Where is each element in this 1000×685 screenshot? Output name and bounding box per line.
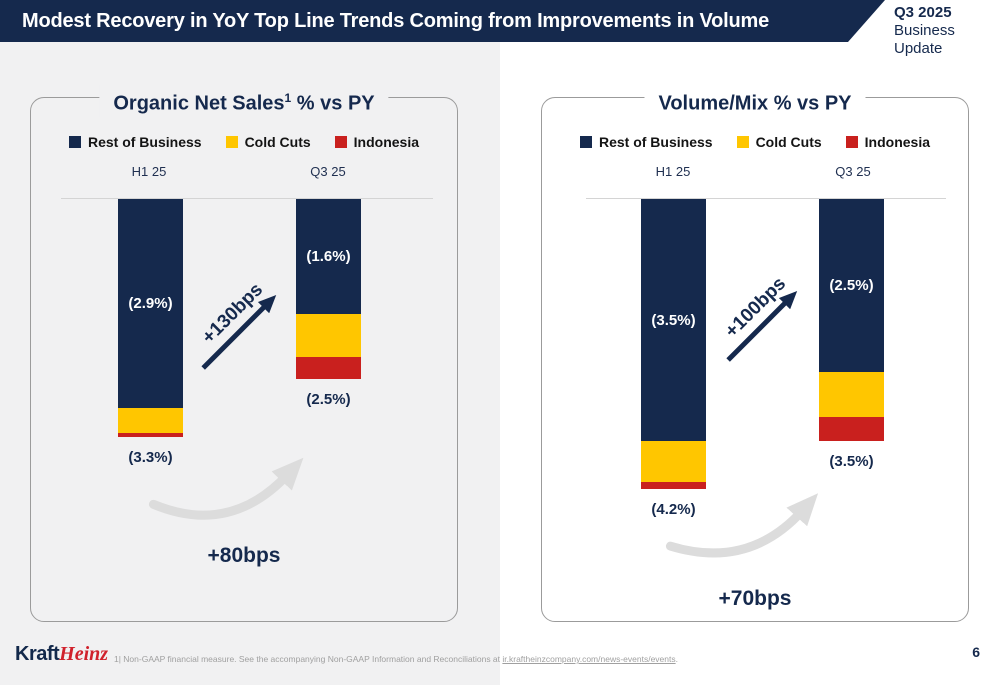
bar-segment-indonesia bbox=[118, 433, 183, 437]
bar-segment-cold-cuts bbox=[296, 314, 361, 357]
footnote-text: 1| Non-GAAP financial measure. See the a… bbox=[114, 654, 503, 664]
legend-label: Indonesia bbox=[864, 134, 931, 150]
category-label-h1-25: H1 25 bbox=[655, 164, 691, 179]
date-badge: Q3 2025 Business Update bbox=[894, 4, 1000, 58]
category-label-h1-25: H1 25 bbox=[131, 164, 167, 179]
bar-segment-cold-cuts bbox=[118, 408, 183, 433]
bar-segment-rest-of-business: (2.5%) bbox=[819, 199, 884, 372]
bar-segment-cold-cuts bbox=[819, 372, 884, 417]
red-swatch-icon bbox=[845, 136, 858, 148]
category-label-q3-25: Q3 25 bbox=[835, 164, 871, 179]
zero-axis-line bbox=[586, 198, 946, 199]
legend-label: Rest of Business bbox=[598, 134, 713, 150]
volume-mix-panel: Volume/Mix % vs PY Rest of Business Cold… bbox=[541, 85, 969, 622]
trend-bps-label: +130bps bbox=[198, 279, 268, 349]
bar-segment-indonesia bbox=[296, 357, 361, 379]
bar-total-label: (2.5%) bbox=[306, 391, 351, 408]
page-number: 6 bbox=[972, 644, 980, 660]
panel-title: Organic Net Sales1 % vs PY bbox=[99, 85, 389, 117]
yellow-swatch-icon bbox=[225, 136, 238, 148]
yellow-swatch-icon bbox=[736, 136, 749, 148]
bar-total-label: (3.5%) bbox=[829, 453, 874, 470]
legend-label: Rest of Business bbox=[87, 134, 202, 150]
legend-label: Cold Cuts bbox=[244, 134, 311, 150]
bar-segment-rest-of-business: (2.9%) bbox=[118, 199, 183, 408]
legend-item-cold-cuts: Cold Cuts bbox=[225, 134, 311, 150]
legend: Rest of Business Cold Cuts Indonesia bbox=[31, 134, 457, 150]
legend-label: Indonesia bbox=[353, 134, 420, 150]
footnote-superscript: 1 bbox=[284, 91, 292, 105]
heinz-logo-text: Heinz bbox=[59, 643, 109, 665]
trend-arrow-icon bbox=[148, 294, 304, 520]
bar-segment-rest-of-business: (1.6%) bbox=[296, 199, 361, 314]
panel-title-text: Organic Net Sales bbox=[113, 92, 285, 115]
bar-segment-cold-cuts bbox=[641, 441, 706, 482]
panel-title: Volume/Mix % vs PY bbox=[644, 85, 866, 117]
legend-item-indonesia: Indonesia bbox=[845, 134, 931, 150]
organic-net-sales-panel: Organic Net Sales1 % vs PY Rest of Busin… bbox=[30, 85, 458, 622]
trend-bps-label: +100bps bbox=[721, 273, 791, 343]
navy-swatch-icon bbox=[68, 136, 81, 148]
red-swatch-icon bbox=[334, 136, 347, 148]
bar-segment-rest-of-business: (3.5%) bbox=[641, 199, 706, 441]
segment-value-label: (2.9%) bbox=[128, 295, 173, 312]
trend-arrow-icon bbox=[665, 290, 819, 558]
bar-h1-25: (3.5%) (4.2%) bbox=[641, 199, 706, 518]
improvement-swoosh-icon bbox=[148, 457, 304, 520]
panel-title-suffix: % vs PY bbox=[291, 92, 375, 115]
panel-title-text: Volume/Mix % vs PY bbox=[658, 92, 852, 115]
legend-item-rest-of-business: Rest of Business bbox=[68, 134, 202, 150]
kraft-logo-text: Kraft bbox=[15, 643, 60, 665]
bar-q3-25: (2.5%) (3.5%) bbox=[819, 199, 884, 470]
legend-item-cold-cuts: Cold Cuts bbox=[736, 134, 822, 150]
bar-segment-indonesia bbox=[819, 417, 884, 441]
legend-label: Cold Cuts bbox=[755, 134, 822, 150]
subtitle-label: Business Update bbox=[894, 22, 955, 57]
segment-value-label: (1.6%) bbox=[306, 248, 351, 265]
bar-h1-25: (2.9%) (3.3%) bbox=[118, 199, 183, 466]
segment-value-label: (3.5%) bbox=[651, 311, 696, 329]
bar-segment-indonesia bbox=[641, 482, 706, 489]
bar-total-label: (3.3%) bbox=[128, 449, 173, 466]
kraft-heinz-logo: KraftHeinz bbox=[15, 643, 108, 666]
bar-q3-25: (1.6%) (2.5%) bbox=[296, 199, 361, 408]
footnote-period: . bbox=[675, 654, 678, 664]
category-label-q3-25: Q3 25 bbox=[310, 164, 346, 179]
header-bar bbox=[0, 0, 885, 42]
footnote: 1| Non-GAAP financial measure. See the a… bbox=[114, 654, 678, 664]
legend-item-rest-of-business: Rest of Business bbox=[579, 134, 713, 150]
slide-title: Modest Recovery in YoY Top Line Trends C… bbox=[22, 10, 770, 32]
navy-swatch-icon bbox=[579, 136, 592, 148]
zero-axis-line bbox=[61, 198, 433, 199]
quarter-label: Q3 2025 bbox=[894, 4, 952, 21]
legend: Rest of Business Cold Cuts Indonesia bbox=[542, 134, 968, 150]
improvement-bps-label: +70bps bbox=[718, 587, 792, 610]
improvement-bps-label: +80bps bbox=[207, 544, 281, 567]
segment-value-label: (2.5%) bbox=[829, 277, 874, 294]
legend-item-indonesia: Indonesia bbox=[334, 134, 420, 150]
bar-total-label: (4.2%) bbox=[651, 501, 696, 518]
footnote-link[interactable]: ir.kraftheinzcompany.com/news-events/eve… bbox=[502, 654, 676, 664]
